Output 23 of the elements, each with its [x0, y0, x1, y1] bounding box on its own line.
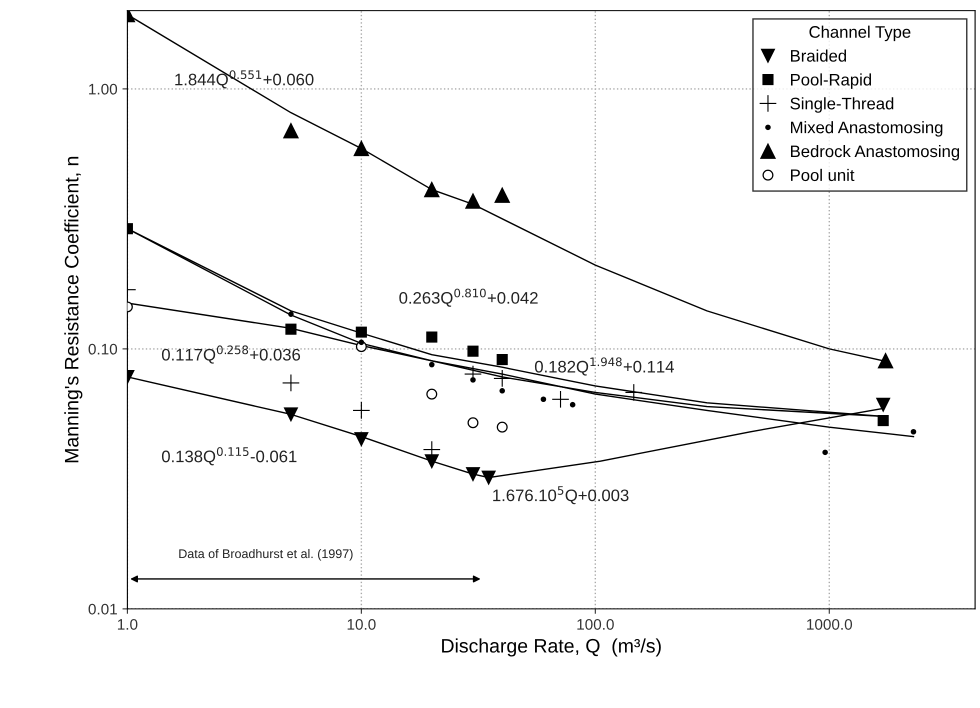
legend-label: Mixed Anastomosing	[791, 121, 942, 137]
legend-label: Bedrock Anastomosing	[791, 144, 960, 161]
annotation: Data of Broadhurst et al. (1997)	[179, 548, 353, 561]
annotation: 0.182Q$^{1.948}$+0.114	[534, 357, 674, 376]
y-tick-label: 0.01	[88, 604, 117, 615]
x-tick-label: 1000.0	[807, 619, 852, 630]
y-tick-label: 0.10	[88, 344, 118, 355]
y-tick-label: 1.00	[89, 84, 118, 95]
x-tick-label: 10.0	[348, 619, 376, 630]
legend-label: Pool-Rapid	[791, 73, 872, 89]
y-axis-title: Manning's Resistance Coefficient, n	[64, 156, 82, 462]
legend-label: Single-Thread	[790, 97, 894, 113]
x-tick-label: 1.0	[118, 619, 138, 630]
legend-label: Pool unit	[791, 168, 854, 182]
annotation: 1.844Q$^{0.551}$+0.060	[175, 70, 314, 88]
legend-label: Braided	[791, 49, 846, 62]
annotation: 0.138Q$^{0.115}$-0.061	[162, 447, 296, 466]
x-axis-title: Discharge Rate, Q (m³/s)	[442, 638, 661, 657]
annotation: 0.263Q$^{0.810}$+0.042	[399, 288, 538, 307]
x-tick-label: 100.0	[577, 619, 614, 630]
annotation: 0.117Q$^{0.258}$+0.036	[162, 345, 300, 364]
legend-title: Channel Type	[809, 26, 910, 42]
annotation: 1.676.10$^{5}$Q+0.003	[493, 486, 628, 504]
